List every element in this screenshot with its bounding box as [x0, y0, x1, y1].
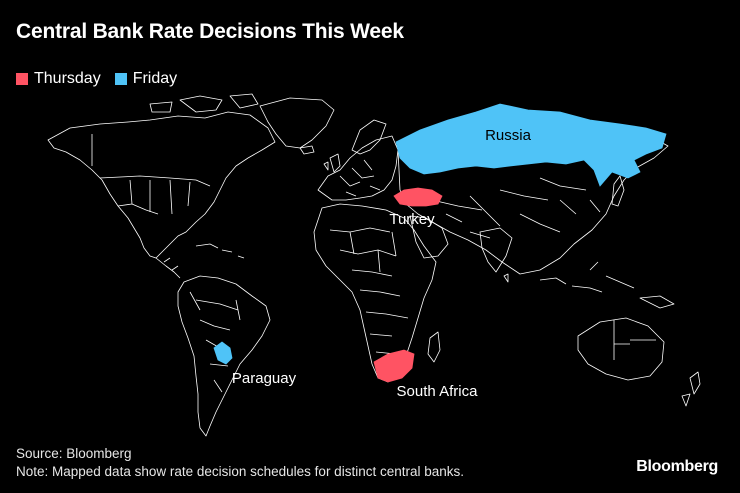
country-paraguay — [213, 341, 233, 365]
label-south-africa: South Africa — [397, 383, 479, 400]
label-paraguay: Paraguay — [232, 370, 297, 387]
africa-outline — [313, 203, 437, 383]
africa-borders — [329, 227, 409, 355]
label-russia: Russia — [485, 127, 532, 144]
india — [479, 227, 513, 273]
scandinavia — [351, 119, 387, 155]
bloomberg-logo: Bloomberg — [636, 458, 718, 475]
japan — [611, 175, 625, 207]
legend-item-friday: Friday — [114, 70, 178, 88]
legend-item-thursday: Thursday — [16, 70, 101, 88]
legend-label-friday: Friday — [132, 70, 178, 87]
arctic-islands — [149, 93, 259, 113]
sri-lanka — [503, 273, 509, 283]
australia-outline — [577, 317, 665, 381]
us-mexico-border — [117, 203, 159, 215]
source-text: Source: Bloomberg — [16, 446, 132, 461]
south-america-outline — [177, 275, 271, 437]
uk-ireland — [323, 153, 341, 173]
australia-borders — [613, 320, 656, 360]
us-states — [129, 179, 191, 215]
central-america — [155, 257, 181, 279]
new-zealand — [681, 371, 701, 407]
asia-borders — [431, 177, 601, 239]
north-america-outline — [47, 111, 276, 259]
label-turkey: Turkey — [389, 211, 435, 228]
iceland — [299, 145, 315, 155]
canada-us-border — [99, 175, 211, 187]
madagascar — [427, 331, 441, 363]
footer: Source: Bloomberg Note: Mapped data show… — [16, 445, 464, 481]
legend-swatch-friday — [114, 73, 127, 85]
papua — [639, 295, 675, 309]
southeast-asia-islands — [539, 261, 635, 293]
legend: Thursday Friday — [16, 70, 177, 88]
legend-swatch-thursday — [16, 73, 28, 85]
europe-outline — [317, 135, 399, 201]
note-text: Note: Mapped data show rate decision sch… — [16, 464, 464, 479]
south-america-borders — [189, 291, 241, 393]
caribbean-islands — [195, 243, 245, 259]
country-russia — [395, 103, 667, 187]
greenland-outline — [259, 97, 335, 149]
country-turkey — [393, 187, 443, 207]
legend-label-thursday: Thursday — [34, 70, 101, 87]
country-south-africa — [373, 349, 415, 383]
chart-title: Central Bank Rate Decisions This Week — [16, 20, 404, 43]
europe-borders — [339, 159, 381, 197]
arabian-peninsula — [409, 215, 449, 259]
